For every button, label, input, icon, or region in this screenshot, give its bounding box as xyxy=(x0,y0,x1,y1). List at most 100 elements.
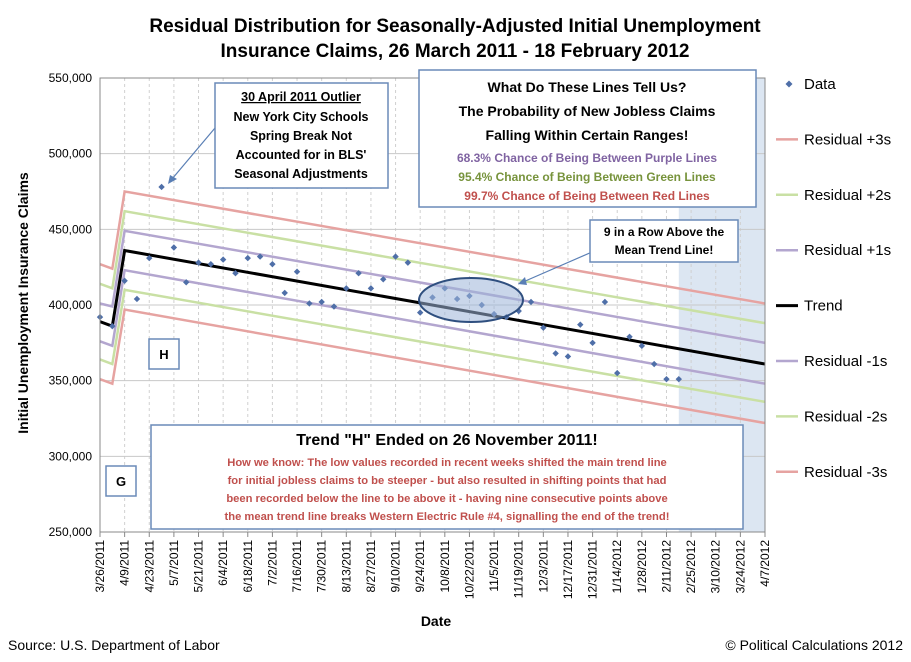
data-point xyxy=(158,183,165,191)
x-tick-label: 12/3/2011 xyxy=(536,540,550,593)
x-tick-label: 4/7/2012 xyxy=(758,540,772,587)
data-point xyxy=(244,254,251,262)
legend-label: Residual -2s xyxy=(804,408,887,425)
legend-label: Residual +1s xyxy=(804,242,891,259)
legend-label: Trend xyxy=(804,298,843,315)
trend-ended-body-line-1: How we know: The low values recorded in … xyxy=(227,457,667,469)
probability-purple-text: 68.3% Chance of Being Between Purple Lin… xyxy=(457,151,717,165)
x-tick-label: 12/31/2011 xyxy=(586,540,600,599)
trend-h-label-box xyxy=(148,338,180,370)
trend-h-label: H xyxy=(159,347,168,362)
outlier-annotation-box xyxy=(214,82,389,189)
trend-ended-body-line-2: for initial jobless claims to be steeper… xyxy=(228,475,667,487)
probability-green-text: 95.4% Chance of Being Between Green Line… xyxy=(458,170,716,184)
nine-in-a-row-arrow xyxy=(522,251,593,283)
data-point xyxy=(330,303,338,310)
y-tick-label: 250,000 xyxy=(49,525,93,539)
x-axis-title: Date xyxy=(421,613,452,629)
x-tick-label: 3/26/2011 xyxy=(93,540,107,593)
data-point xyxy=(269,260,276,268)
data-point xyxy=(663,375,670,383)
y-axis-title: Initial Unemployment Insurance Claims xyxy=(15,172,31,434)
x-tick-label: 1/28/2012 xyxy=(635,540,649,594)
x-tick-label: 7/2/2011 xyxy=(265,540,279,586)
trend-ended-body-line-3: been recorded below the line to be above… xyxy=(226,493,667,505)
nine-in-a-row-ellipse xyxy=(418,277,524,323)
x-tick-label: 8/13/2011 xyxy=(339,540,353,593)
legend-item: Residual -2s xyxy=(776,408,887,425)
probability-annotation-box xyxy=(418,69,757,208)
data-point xyxy=(343,285,350,292)
legend-label: Residual +2s xyxy=(804,187,891,204)
x-tick-label: 10/8/2011 xyxy=(438,540,452,593)
y-tick-label: 500,000 xyxy=(49,147,93,161)
outlier-annotation-line-2: New York City Schools xyxy=(234,110,369,124)
x-tick-label: 10/22/2011 xyxy=(462,540,476,599)
data-point xyxy=(577,321,584,328)
y-tick-label: 550,000 xyxy=(49,71,93,85)
probability-heading-line-1: What Do These Lines Tell Us? xyxy=(488,79,687,95)
x-tick-label: 12/17/2011 xyxy=(561,540,575,599)
trend-ended-box xyxy=(150,424,744,530)
data-point xyxy=(355,270,362,277)
x-tick-label: 4/9/2011 xyxy=(118,540,132,586)
legend-marker xyxy=(785,80,793,88)
series-line-residual-1s xyxy=(99,268,766,385)
series-line-residual-2s xyxy=(99,288,766,404)
y-tick-label: 400,000 xyxy=(49,298,93,312)
x-tick-label: 7/30/2011 xyxy=(315,540,329,593)
x-tick-label: 6/4/2011 xyxy=(216,540,230,586)
data-point xyxy=(306,300,313,307)
x-tick-label: 4/23/2011 xyxy=(142,540,156,593)
x-tick-label: 8/27/2011 xyxy=(364,540,378,593)
legend-item: Residual +2s xyxy=(776,187,891,204)
data-point xyxy=(293,268,301,275)
data-point xyxy=(380,276,387,283)
data-point xyxy=(404,259,412,266)
legend-item: Residual -3s xyxy=(776,464,887,481)
probability-heading-line-3: Falling Within Certain Ranges! xyxy=(486,127,689,143)
x-tick-label: 7/16/2011 xyxy=(290,540,304,593)
trend-g-label-box xyxy=(105,465,137,497)
outlier-annotation-line-1: 30 April 2011 Outlier xyxy=(241,90,361,104)
data-point xyxy=(207,260,215,268)
x-tick-label: 5/7/2011 xyxy=(167,540,181,586)
x-tick-label: 9/10/2011 xyxy=(389,540,403,593)
y-tick-label: 350,000 xyxy=(49,374,93,388)
trend-ended-body-line-4: the mean trend line breaks Western Elect… xyxy=(225,511,670,523)
probability-red-text: 99.7% Chance of Being Between Red Lines xyxy=(464,189,710,203)
data-point xyxy=(195,259,202,266)
legend-label: Residual -1s xyxy=(804,353,887,370)
data-point xyxy=(392,253,399,260)
chart-title-line-2: Insurance Claims, 26 March 2011 - 18 Feb… xyxy=(221,41,690,62)
y-tick-label: 300,000 xyxy=(49,449,93,463)
data-point xyxy=(626,333,633,340)
nine-in-a-row-box xyxy=(589,219,739,263)
x-tick-label: 1/14/2012 xyxy=(610,540,624,594)
data-point xyxy=(614,369,621,377)
legend-item: Trend xyxy=(776,298,843,315)
data-point xyxy=(650,360,658,368)
probability-heading-line-2: The Probability of New Jobless Claims xyxy=(459,103,716,119)
data-point xyxy=(121,277,128,284)
x-tick-label: 6/18/2011 xyxy=(241,540,255,593)
data-point xyxy=(367,285,375,292)
legend-item: Residual -1s xyxy=(776,353,887,370)
outlier-annotation-line-5: Seasonal Adjustments xyxy=(234,167,368,181)
data-point xyxy=(170,244,178,251)
data-point xyxy=(256,253,264,260)
data-point xyxy=(552,350,559,357)
legend-label: Data xyxy=(804,76,836,93)
data-point xyxy=(219,256,227,263)
legend-label: Residual -3s xyxy=(804,464,887,481)
trend-ended-heading: Trend "H" Ended on 26 November 2011! xyxy=(296,432,597,449)
outlier-annotation-line-4: Accounted for in BLS' xyxy=(236,148,367,162)
data-point xyxy=(109,322,116,330)
x-tick-label: 9/24/2011 xyxy=(413,540,427,593)
x-tick-label: 3/24/2012 xyxy=(733,540,747,594)
x-tick-label: 2/25/2012 xyxy=(684,540,698,594)
trend-g-label: G xyxy=(116,474,126,489)
legend-item: Data xyxy=(785,76,836,93)
legend-label: Residual +3s xyxy=(804,131,891,148)
nine-in-a-row-line-2: Mean Trend Line! xyxy=(615,243,714,257)
